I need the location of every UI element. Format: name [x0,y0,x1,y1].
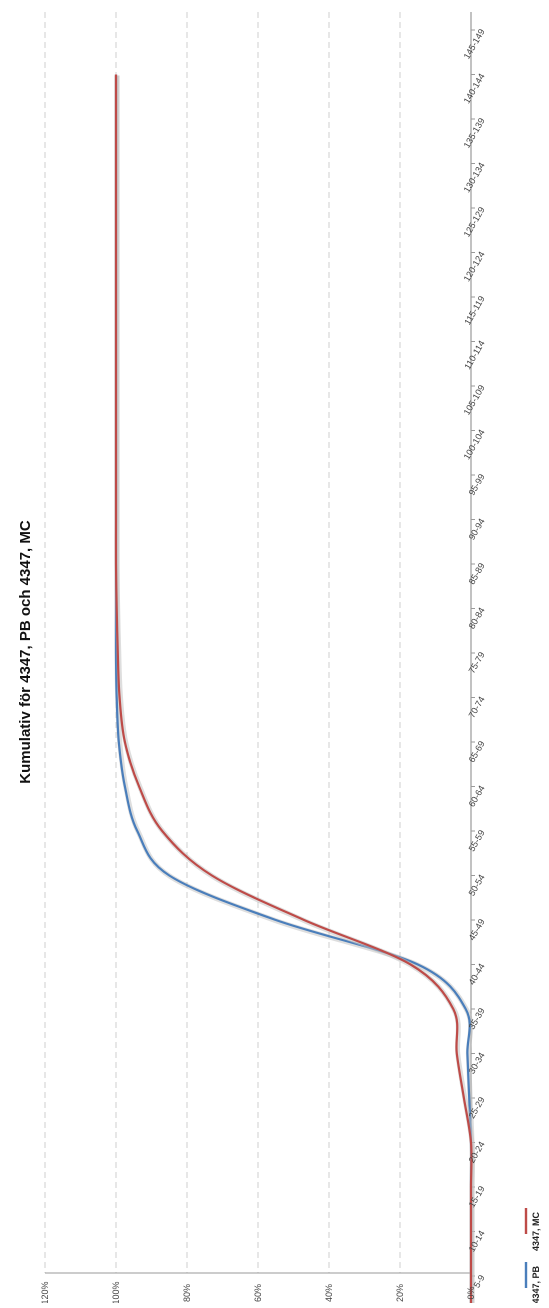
legend-label: 4347, PB [531,1266,541,1303]
y-tick-label: 80% [182,1284,192,1302]
y-tick-label: 40% [324,1284,334,1302]
series-line-mc [114,74,473,1308]
y-tick-label: 60% [253,1284,263,1302]
y-tick-label: 120% [40,1281,50,1303]
y-tick-label: 0% [466,1286,476,1299]
legend-label: 4347, MC [531,1212,541,1252]
chart-title: Kumulativ för 4347, PB och 4347, MC [17,520,34,784]
y-tick-label: 100% [111,1281,121,1303]
y-tick-label: 20% [395,1284,405,1302]
